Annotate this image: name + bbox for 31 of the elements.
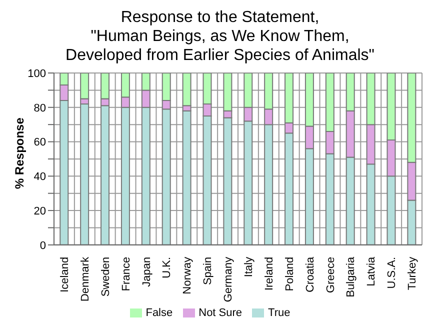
x-tick-label: Croatia [304,256,316,292]
bar [182,110,192,245]
x-tick-label: Italy [243,256,256,278]
y-tick-label: 0 [40,240,46,252]
x-tick-label: Sweden [100,256,112,297]
x-tick-label: Ireland [263,256,276,291]
y-axis-title: % Response [12,117,26,189]
y-tick-label: 60 [34,136,46,149]
x-tick-label: Germany [222,256,235,302]
x-tick-label: Poland [284,256,296,292]
bar [80,103,90,245]
x-tick-label: Japan [140,256,153,287]
x-tick-label: U.K. [161,256,174,278]
x-tick-label: Turkey [406,256,419,290]
y-tick-label: 100 [28,68,46,80]
x-tick-label: Spain [202,256,214,286]
x-tick-label: Denmark [79,256,92,302]
x-tick-label: Bulgaria [345,256,358,298]
x-tick-label: Norway [182,256,194,294]
legend-label: True [268,306,290,319]
legend-label: False [146,306,173,319]
x-tick-label: U.S.A. [386,256,398,289]
y-tick-label: 40 [34,171,46,184]
x-tick-label: Latvia [366,256,378,286]
y-tick-label: 20 [34,205,46,218]
chart-title: Response to the Statement, "Human Beings, as We Know Them, Developed from Earlier Species of Animals" [64,8,376,65]
y-tick-label: 80 [34,102,46,114]
legend-label: Not Sure [198,306,242,319]
x-tick-label: Iceland [59,256,72,292]
x-tick-label: France [120,256,132,292]
x-tick-label: Greece [324,256,337,293]
